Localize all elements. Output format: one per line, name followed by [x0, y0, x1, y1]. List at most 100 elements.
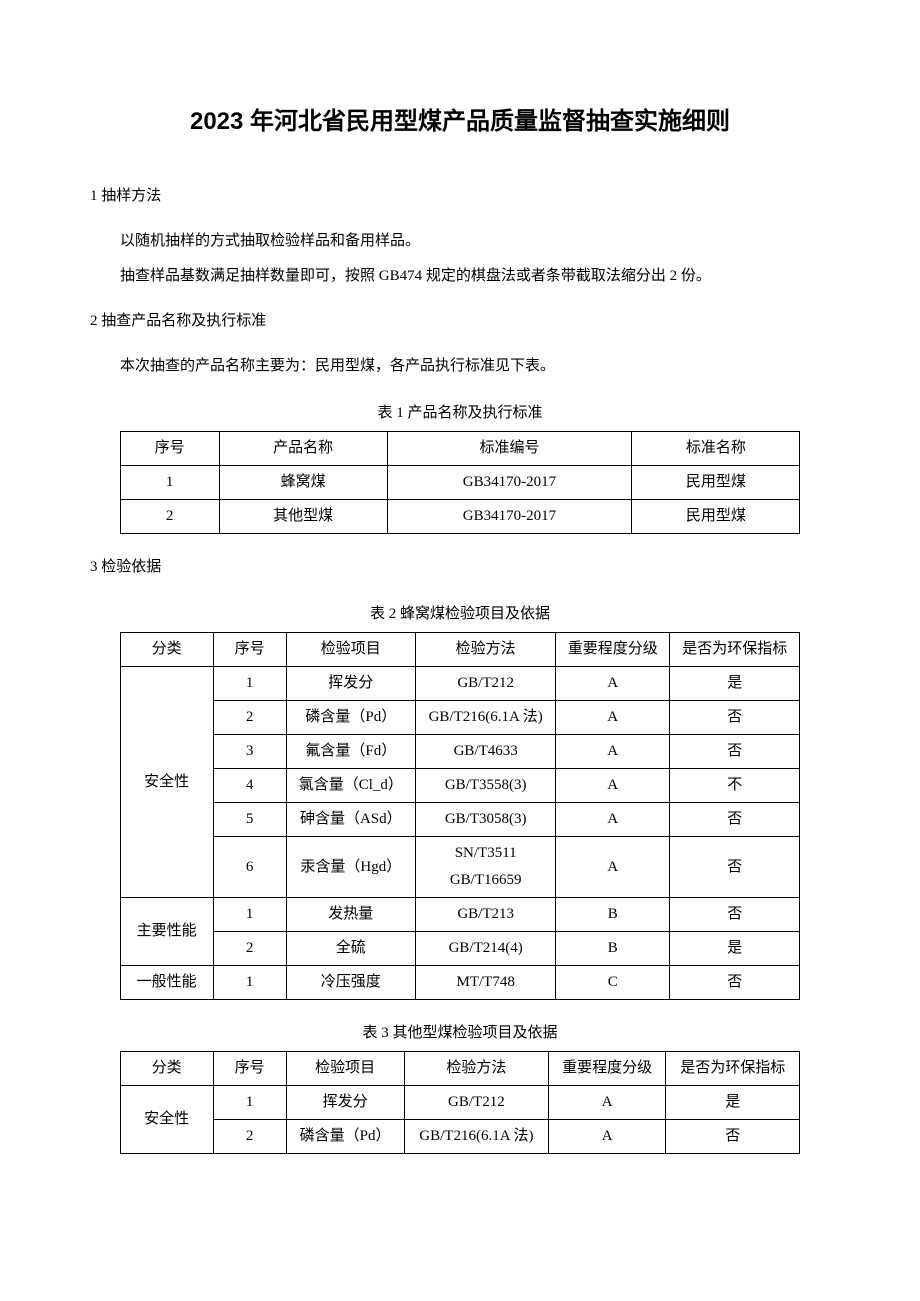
table-row: 1 蜂窝煤 GB34170-2017 民用型煤 [120, 466, 800, 500]
table-row: 2磷含量（Pd）GB/T216(6.1A 法)A否 [120, 1120, 800, 1154]
cell: GB34170-2017 [387, 500, 632, 534]
section-1-paragraph-1: 以随机抽样的方式抽取检验样品和备用样品。 [90, 228, 830, 255]
cell: 是 [670, 667, 800, 701]
table-1-col-1: 产品名称 [219, 432, 387, 466]
cell: GB/T213 [415, 898, 555, 932]
table-1-col-0: 序号 [120, 432, 219, 466]
table-2-caption: 表 2 蜂窝煤检验项目及依据 [90, 601, 830, 628]
section-1-paragraph-2: 抽查样品基数满足抽样数量即可，按照 GB474 规定的棋盘法或者条带截取法缩分出… [90, 263, 830, 290]
cell: GB/T216(6.1A 法) [415, 701, 555, 735]
cell: 1 [213, 667, 286, 701]
table-2-col-4: 重要程度分级 [556, 633, 670, 667]
table-1-col-2: 标准编号 [387, 432, 632, 466]
cell: 全硫 [286, 932, 415, 966]
cell: 汞含量（Hgd） [286, 837, 415, 898]
cell: 5 [213, 803, 286, 837]
section-1-heading: 1 抽样方法 [90, 183, 830, 210]
table-row: 一般性能1冷压强度MT/T748C否 [120, 966, 800, 1000]
cell: 2 [213, 701, 286, 735]
cell: A [556, 803, 670, 837]
cell: 6 [213, 837, 286, 898]
section-2-paragraph-1: 本次抽查的产品名称主要为：民用型煤，各产品执行标准见下表。 [90, 353, 830, 380]
table-1: 序号 产品名称 标准编号 标准名称 1 蜂窝煤 GB34170-2017 民用型… [120, 431, 801, 534]
cell: 冷压强度 [286, 966, 415, 1000]
cell: A [549, 1086, 666, 1120]
table-2-header-row: 分类 序号 检验项目 检验方法 重要程度分级 是否为环保指标 [120, 633, 800, 667]
table-1-header-row: 序号 产品名称 标准编号 标准名称 [120, 432, 800, 466]
cell: GB/T4633 [415, 735, 555, 769]
cell: GB/T3058(3) [415, 803, 555, 837]
section-2-heading: 2 抽查产品名称及执行标准 [90, 308, 830, 335]
category-cell: 安全性 [120, 667, 213, 898]
cell: 1 [213, 1086, 286, 1120]
cell: 否 [670, 837, 800, 898]
cell: GB/T3558(3) [415, 769, 555, 803]
cell: 氟含量（Fd） [286, 735, 415, 769]
cell: 发热量 [286, 898, 415, 932]
cell: 蜂窝煤 [219, 466, 387, 500]
cell: GB34170-2017 [387, 466, 632, 500]
cell: 否 [670, 735, 800, 769]
table-row: 4氯含量（Cl_d）GB/T3558(3)A不 [120, 769, 800, 803]
table-row: 安全性1挥发分GB/T212A是 [120, 667, 800, 701]
table-3-col-0: 分类 [120, 1052, 213, 1086]
cell: MT/T748 [415, 966, 555, 1000]
cell: B [556, 898, 670, 932]
cell: 挥发分 [286, 667, 415, 701]
cell: 否 [670, 803, 800, 837]
table-3-col-5: 是否为环保指标 [666, 1052, 800, 1086]
table-row: 2全硫GB/T214(4)B是 [120, 932, 800, 966]
table-2: 分类 序号 检验项目 检验方法 重要程度分级 是否为环保指标 安全性1挥发分GB… [120, 632, 801, 1000]
table-2-col-0: 分类 [120, 633, 213, 667]
cell: 砷含量（ASd） [286, 803, 415, 837]
table-3: 分类 序号 检验项目 检验方法 重要程度分级 是否为环保指标 安全性1挥发分GB… [120, 1051, 801, 1154]
table-row: 主要性能1发热量GB/T213B否 [120, 898, 800, 932]
table-3-caption: 表 3 其他型煤检验项目及依据 [90, 1020, 830, 1047]
table-row: 2 其他型煤 GB34170-2017 民用型煤 [120, 500, 800, 534]
cell: 2 [213, 932, 286, 966]
cell: 2 [120, 500, 219, 534]
cell: 磷含量（Pd） [286, 1120, 404, 1154]
table-1-caption: 表 1 产品名称及执行标准 [90, 400, 830, 427]
cell: 是 [670, 932, 800, 966]
cell: 3 [213, 735, 286, 769]
cell: A [556, 667, 670, 701]
cell: 氯含量（Cl_d） [286, 769, 415, 803]
cell: A [556, 837, 670, 898]
category-cell: 一般性能 [120, 966, 213, 1000]
cell: 挥发分 [286, 1086, 404, 1120]
cell: GB/T214(4) [415, 932, 555, 966]
table-2-col-2: 检验项目 [286, 633, 415, 667]
cell: C [556, 966, 670, 1000]
cell: A [549, 1120, 666, 1154]
cell: 磷含量（Pd） [286, 701, 415, 735]
table-2-col-3: 检验方法 [415, 633, 555, 667]
cell: 民用型煤 [632, 500, 800, 534]
cell: GB/T216(6.1A 法) [404, 1120, 549, 1154]
document-title: 2023 年河北省民用型煤产品质量监督抽查实施细则 [90, 100, 830, 143]
cell: GB/T212 [415, 667, 555, 701]
cell: 1 [213, 966, 286, 1000]
table-3-col-3: 检验方法 [404, 1052, 549, 1086]
cell: 民用型煤 [632, 466, 800, 500]
cell: 不 [670, 769, 800, 803]
cell: 是 [666, 1086, 800, 1120]
table-3-header-row: 分类 序号 检验项目 检验方法 重要程度分级 是否为环保指标 [120, 1052, 800, 1086]
category-cell: 安全性 [120, 1086, 213, 1154]
table-row: 2磷含量（Pd）GB/T216(6.1A 法)A否 [120, 701, 800, 735]
cell: 否 [670, 898, 800, 932]
table-row: 6汞含量（Hgd）SN/T3511GB/T16659A否 [120, 837, 800, 898]
cell: 其他型煤 [219, 500, 387, 534]
table-2-col-1: 序号 [213, 633, 286, 667]
table-1-col-3: 标准名称 [632, 432, 800, 466]
cell: 否 [670, 966, 800, 1000]
table-3-col-2: 检验项目 [286, 1052, 404, 1086]
cell: B [556, 932, 670, 966]
table-row: 安全性1挥发分GB/T212A是 [120, 1086, 800, 1120]
cell: A [556, 735, 670, 769]
table-3-col-1: 序号 [213, 1052, 286, 1086]
table-row: 3氟含量（Fd）GB/T4633A否 [120, 735, 800, 769]
table-3-col-4: 重要程度分级 [549, 1052, 666, 1086]
cell: GB/T212 [404, 1086, 549, 1120]
table-row: 5砷含量（ASd）GB/T3058(3)A否 [120, 803, 800, 837]
